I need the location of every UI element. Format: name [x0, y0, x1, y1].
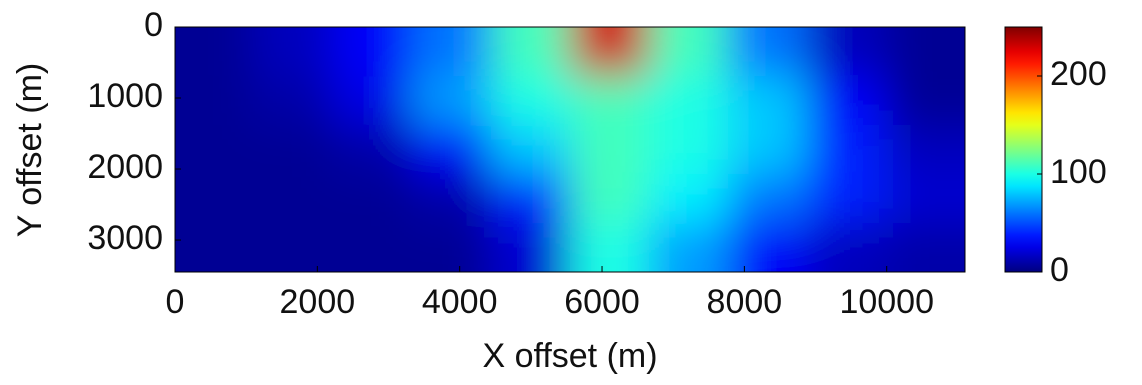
heat-cell	[333, 27, 413, 77]
y-tick-label: 2000	[87, 148, 163, 186]
heat-cell	[175, 27, 255, 77]
heat-cell	[254, 223, 334, 272]
heat-cell	[570, 76, 650, 126]
heat-cell	[175, 174, 255, 224]
heat-cell	[807, 223, 887, 272]
colorbar-tick-label: 100	[1050, 153, 1107, 191]
heat-cell	[254, 76, 334, 126]
heat-cell	[570, 27, 650, 77]
x-tick-label: 4000	[422, 283, 498, 321]
heat-cell	[728, 174, 808, 224]
heat-cell	[333, 223, 413, 272]
heat-cell	[886, 125, 965, 175]
heat-cell	[412, 125, 492, 175]
heat-cell	[649, 223, 729, 272]
heat-cell	[728, 125, 808, 175]
heat-cell	[886, 76, 965, 126]
heat-cell	[807, 174, 887, 224]
heat-cell	[886, 27, 965, 77]
heat-cell	[807, 27, 887, 77]
heat-cell	[728, 76, 808, 126]
heat-cell	[175, 76, 255, 126]
heat-cell	[254, 27, 334, 77]
heat-cell	[491, 174, 571, 224]
heat-cell	[886, 174, 965, 224]
plot-frame	[174, 26, 966, 273]
heat-cell	[412, 223, 492, 272]
colorbar-tick-label: 200	[1050, 55, 1107, 93]
heat-cell	[649, 27, 729, 77]
y-tick-label: 1000	[87, 77, 163, 115]
x-tick-label: 6000	[564, 283, 640, 321]
heat-cell	[649, 174, 729, 224]
heat-cell	[412, 76, 492, 126]
heat-cell	[254, 174, 334, 224]
x-tick-label: 10000	[839, 283, 934, 321]
heat-cell	[649, 125, 729, 175]
heat-cell	[412, 174, 492, 224]
heat-cell	[886, 223, 965, 272]
x-axis-label: X offset (m)	[482, 337, 657, 375]
y-tick-label: 3000	[87, 219, 163, 257]
heat-cell	[412, 27, 492, 77]
heat-cell	[491, 76, 571, 126]
heat-cell	[807, 76, 887, 126]
heat-cell	[807, 125, 887, 175]
x-tick-label: 2000	[280, 283, 356, 321]
colorbar-tick-label: 0	[1050, 251, 1069, 289]
heat-cell	[333, 125, 413, 175]
heat-cell	[254, 125, 334, 175]
x-tick-label: 8000	[707, 283, 783, 321]
colorbar	[1005, 27, 1042, 272]
heatmap	[175, 27, 965, 272]
heat-cell	[491, 125, 571, 175]
heat-cell	[728, 223, 808, 272]
y-tick-label: 0	[144, 6, 163, 44]
heat-cell	[570, 125, 650, 175]
heat-cell	[570, 174, 650, 224]
colorbar-frame	[1004, 26, 1043, 273]
heat-cell	[728, 27, 808, 77]
heat-cell	[570, 223, 650, 272]
heat-cell	[333, 174, 413, 224]
y-axis-label: Y offset (m)	[11, 63, 49, 237]
heat-cell	[175, 223, 255, 272]
heat-cell	[491, 27, 571, 77]
x-tick-label: 0	[166, 283, 185, 321]
heat-cell	[649, 76, 729, 126]
heat-cell	[333, 76, 413, 126]
heat-cell	[175, 125, 255, 175]
heat-cell	[491, 223, 571, 272]
